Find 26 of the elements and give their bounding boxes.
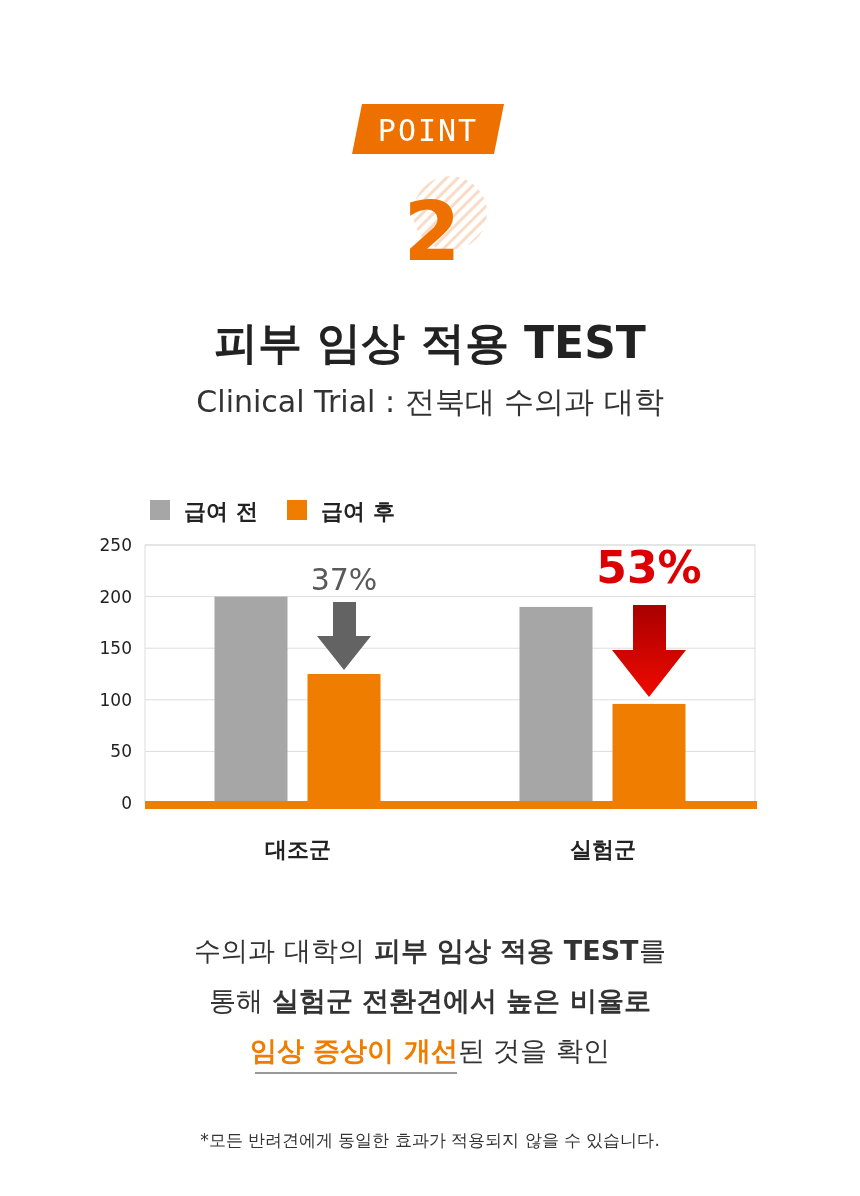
chart-subtitle: Clinical Trial : 전북대 수의과 대학 bbox=[196, 384, 664, 419]
y-tick-label: 250 bbox=[99, 535, 132, 555]
bar bbox=[214, 596, 288, 803]
text: 통해 bbox=[209, 985, 272, 1016]
chart-title: 피부 임상 적용 TEST bbox=[214, 317, 646, 368]
annotation: 53% bbox=[596, 541, 702, 593]
text: 를 bbox=[638, 935, 666, 966]
y-tick-label: 0 bbox=[121, 793, 132, 813]
y-tick-label: 100 bbox=[99, 689, 132, 710]
legend-label: 급여 전 bbox=[184, 499, 258, 524]
y-tick-label: 150 bbox=[99, 638, 132, 659]
text: POINT bbox=[377, 113, 479, 148]
legend-label: 급여 후 bbox=[321, 499, 395, 524]
text: 된 것을 확인 bbox=[457, 1035, 610, 1066]
x-tick-label: 대조군 bbox=[264, 837, 331, 862]
text: 실험군 전환견에서 높은 비율로 bbox=[271, 985, 651, 1016]
y-tick-label: 200 bbox=[99, 586, 132, 607]
x-tick-label: 실험군 bbox=[569, 837, 636, 862]
annotation: 37% bbox=[310, 562, 378, 597]
bar bbox=[519, 606, 593, 803]
y-tick-label: 50 bbox=[110, 741, 132, 762]
text: 피부 임상 적용 TEST bbox=[373, 935, 640, 966]
text: 임상 증상이 개선 bbox=[250, 1035, 458, 1066]
text: *모든 반려견에게 동일한 효과가 적용되지 않을 수 있습니다. bbox=[200, 1130, 660, 1150]
text: 2 bbox=[403, 184, 461, 279]
text: 수의과 대학의 bbox=[194, 935, 374, 966]
